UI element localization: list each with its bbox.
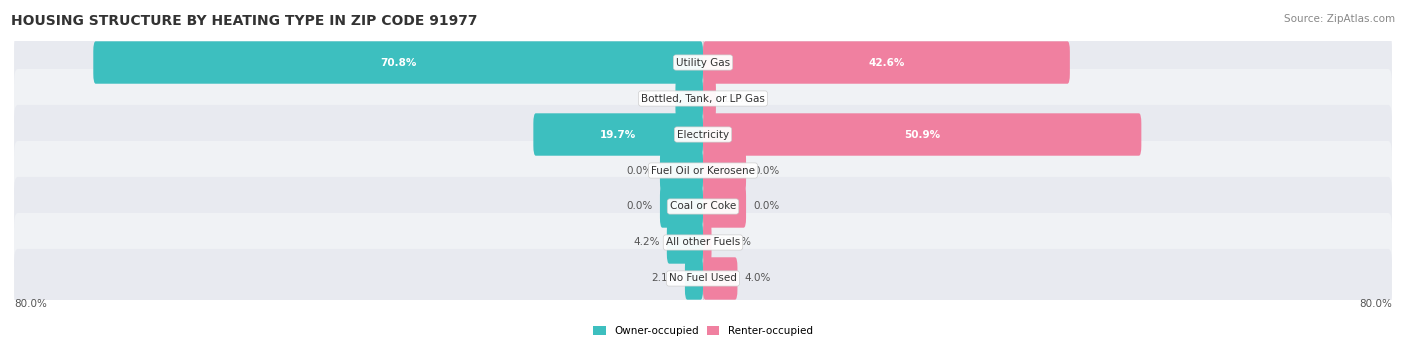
- Text: Fuel Oil or Kerosene: Fuel Oil or Kerosene: [651, 165, 755, 176]
- FancyBboxPatch shape: [703, 185, 747, 228]
- Text: 0.0%: 0.0%: [754, 202, 779, 211]
- FancyBboxPatch shape: [659, 149, 703, 192]
- Text: All other Fuels: All other Fuels: [666, 237, 740, 248]
- Legend: Owner-occupied, Renter-occupied: Owner-occupied, Renter-occupied: [593, 326, 813, 336]
- Text: 80.0%: 80.0%: [14, 299, 46, 309]
- FancyBboxPatch shape: [14, 177, 1392, 236]
- Text: 0.0%: 0.0%: [627, 202, 652, 211]
- Text: 0.0%: 0.0%: [627, 165, 652, 176]
- FancyBboxPatch shape: [685, 257, 703, 300]
- Text: 1.5%: 1.5%: [723, 93, 749, 104]
- Text: 4.0%: 4.0%: [744, 273, 770, 283]
- Text: Bottled, Tank, or LP Gas: Bottled, Tank, or LP Gas: [641, 93, 765, 104]
- FancyBboxPatch shape: [533, 113, 703, 156]
- Text: 70.8%: 70.8%: [380, 58, 416, 68]
- Text: 42.6%: 42.6%: [869, 58, 904, 68]
- Text: HOUSING STRUCTURE BY HEATING TYPE IN ZIP CODE 91977: HOUSING STRUCTURE BY HEATING TYPE IN ZIP…: [11, 14, 478, 28]
- Text: No Fuel Used: No Fuel Used: [669, 273, 737, 283]
- Text: 0.0%: 0.0%: [754, 165, 779, 176]
- Text: Electricity: Electricity: [676, 130, 730, 139]
- FancyBboxPatch shape: [675, 77, 703, 120]
- FancyBboxPatch shape: [703, 221, 711, 264]
- FancyBboxPatch shape: [703, 113, 1142, 156]
- Text: 2.1%: 2.1%: [651, 273, 678, 283]
- FancyBboxPatch shape: [703, 149, 747, 192]
- Text: 0.99%: 0.99%: [718, 237, 751, 248]
- Text: 19.7%: 19.7%: [600, 130, 637, 139]
- FancyBboxPatch shape: [703, 77, 716, 120]
- Text: 3.2%: 3.2%: [643, 93, 669, 104]
- FancyBboxPatch shape: [14, 105, 1392, 164]
- FancyBboxPatch shape: [703, 257, 738, 300]
- FancyBboxPatch shape: [666, 221, 703, 264]
- FancyBboxPatch shape: [14, 69, 1392, 128]
- FancyBboxPatch shape: [14, 213, 1392, 272]
- Text: 50.9%: 50.9%: [904, 130, 941, 139]
- FancyBboxPatch shape: [659, 185, 703, 228]
- FancyBboxPatch shape: [703, 41, 1070, 84]
- FancyBboxPatch shape: [93, 41, 703, 84]
- FancyBboxPatch shape: [14, 249, 1392, 308]
- Text: Utility Gas: Utility Gas: [676, 58, 730, 68]
- FancyBboxPatch shape: [14, 141, 1392, 200]
- Text: 80.0%: 80.0%: [1360, 299, 1392, 309]
- FancyBboxPatch shape: [14, 33, 1392, 92]
- Text: 4.2%: 4.2%: [634, 237, 659, 248]
- Text: Source: ZipAtlas.com: Source: ZipAtlas.com: [1284, 14, 1395, 24]
- Text: Coal or Coke: Coal or Coke: [669, 202, 737, 211]
